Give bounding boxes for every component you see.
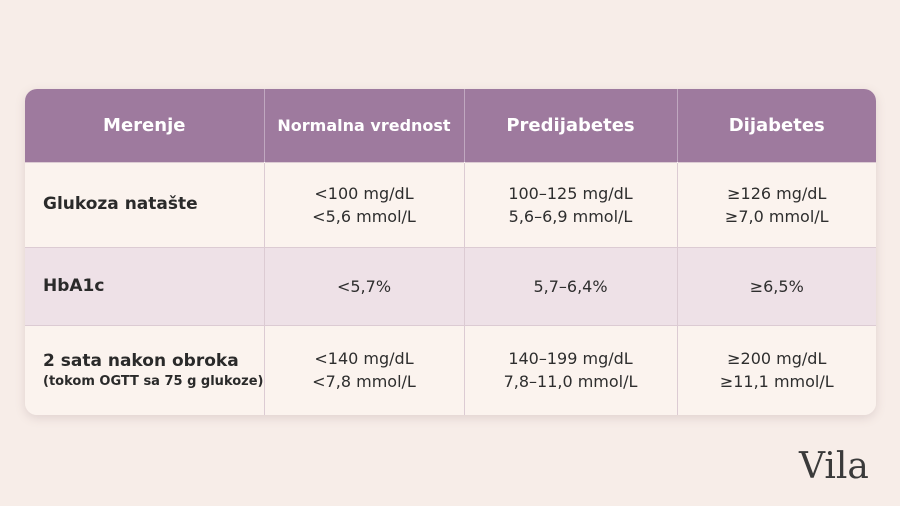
cell-normal: <100 mg/dL <5,6 mmol/L xyxy=(264,161,465,247)
table-row-2h-postprandial: 2 sata nakon obroka (tokom OGTT sa 75 g … xyxy=(25,324,876,415)
cell-line: 140–199 mg/dL xyxy=(508,349,633,369)
vila-logo: Vila xyxy=(799,446,869,487)
cell-prediabetes: 100–125 mg/dL 5,6–6,9 mmol/L xyxy=(464,161,678,247)
cell-line: ≥7,0 mmol/L xyxy=(724,206,829,226)
cell-line: 7,8–11,0 mmol/L xyxy=(503,372,638,392)
cell-line: ≥11,1 mmol/L xyxy=(719,372,834,392)
header-prediabetes: Predijabetes xyxy=(464,89,678,162)
header-diabetes: Dijabetes xyxy=(728,114,825,136)
cell-line: <7,8 mmol/L xyxy=(312,372,416,392)
cell-diabetes: ≥200 mg/dL ≥11,1 mmol/L xyxy=(677,324,876,415)
glucose-reference-table: Merenje Normalna vrednost Predijabetes D… xyxy=(25,89,876,415)
cell-normal: <140 mg/dL <7,8 mmol/L xyxy=(264,324,465,415)
cell-normal: <5,7% xyxy=(264,246,465,325)
cell-prediabetes: 140–199 mg/dL 7,8–11,0 mmol/L xyxy=(464,324,678,415)
row-label-text: 2 sata nakon obroka xyxy=(43,350,239,371)
header-normal-value: Normalna vrednost xyxy=(264,89,465,162)
table-row-hba1c: HbA1c <5,7% 5,7–6,4% ≥6,5% xyxy=(25,246,876,325)
cell-diabetes: ≥126 mg/dL ≥7,0 mmol/L xyxy=(677,161,876,247)
cell-line: <100 mg/dL xyxy=(314,183,414,203)
reference-table-card: Merenje Normalna vrednost Predijabetes D… xyxy=(25,89,876,415)
table-header-row: Merenje Normalna vrednost Predijabetes D… xyxy=(25,89,876,162)
row-label-text: Glukoza natašte xyxy=(43,194,198,214)
cell-line: 5,7–6,4% xyxy=(533,276,608,296)
cell-line: <5,7% xyxy=(336,276,392,296)
cell-line: ≥200 mg/dL xyxy=(727,349,827,369)
cell-line: ≥126 mg/dL xyxy=(727,183,827,203)
cell-line: <140 mg/dL xyxy=(314,349,414,369)
row-label: 2 sata nakon obroka (tokom OGTT sa 75 g … xyxy=(25,324,265,415)
cell-line: ≥6,5% xyxy=(749,276,804,296)
cell-line: <5,6 mmol/L xyxy=(312,206,416,226)
table-row-fasting-glucose: Glukoza natašte <100 mg/dL <5,6 mmol/L 1… xyxy=(25,161,876,247)
row-label: Glukoza natašte xyxy=(25,161,265,247)
cell-line: 100–125 mg/dL xyxy=(508,183,633,203)
cell-line: 5,6–6,9 mmol/L xyxy=(508,206,633,226)
cell-diabetes: ≥6,5% xyxy=(677,246,876,325)
row-label: HbA1c xyxy=(25,246,265,325)
header-measurement: Merenje xyxy=(25,89,265,162)
cell-prediabetes: 5,7–6,4% xyxy=(464,246,678,325)
row-sublabel: (tokom OGTT sa 75 g glukoze) xyxy=(43,373,264,389)
row-label-text: HbA1c xyxy=(43,275,105,296)
